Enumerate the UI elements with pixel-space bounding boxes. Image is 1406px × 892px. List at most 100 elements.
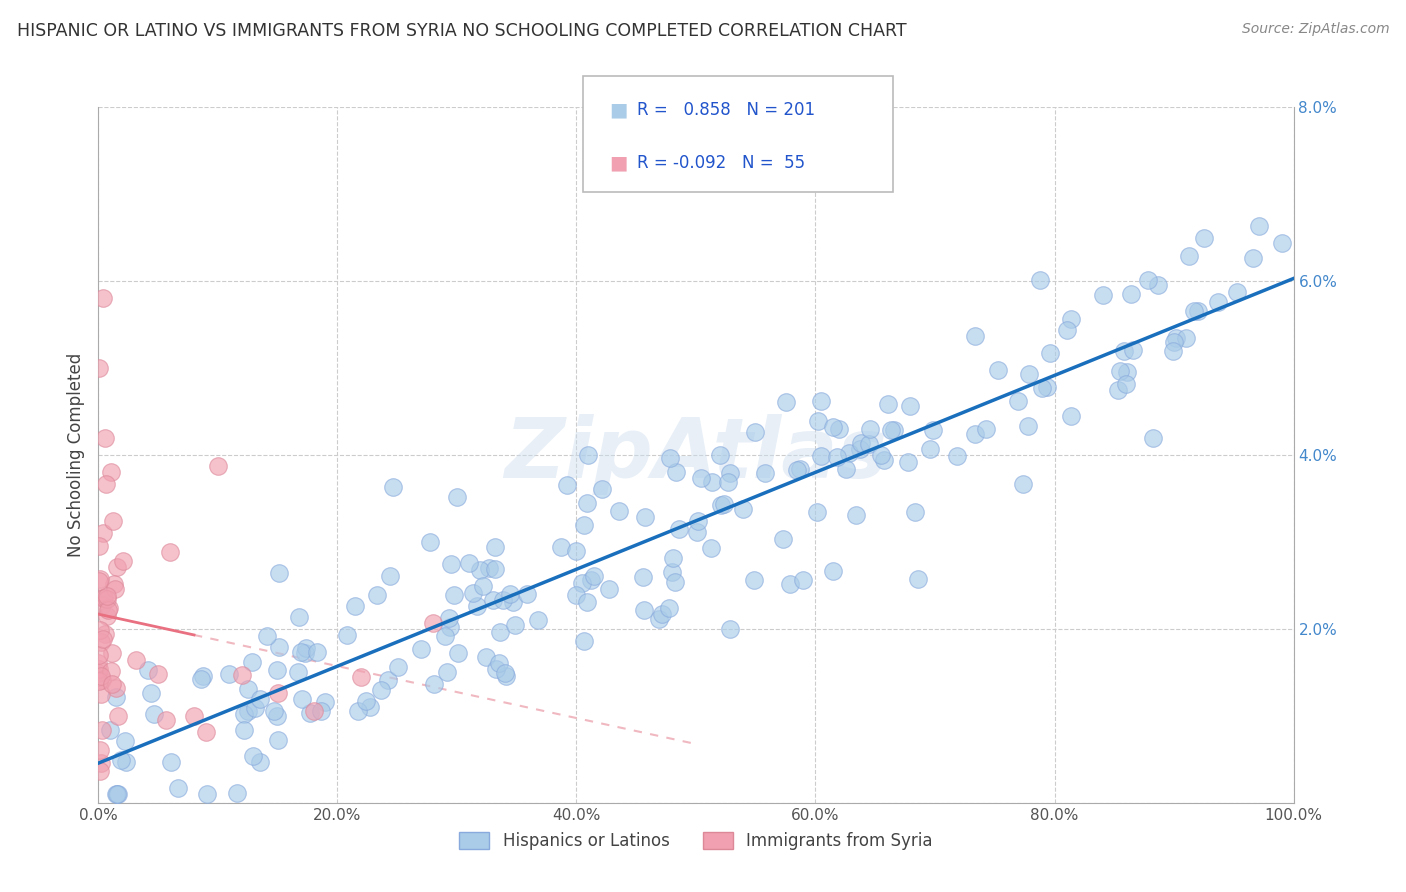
Point xyxy=(505,617,527,632)
Y-axis label: No Schooling Completed: No Schooling Completed xyxy=(66,353,84,557)
Point xyxy=(823,420,845,434)
Point xyxy=(87,657,110,671)
Point xyxy=(90,673,112,687)
Point xyxy=(437,611,460,625)
Point xyxy=(574,633,596,648)
Point xyxy=(96,591,118,606)
Text: ■: ■ xyxy=(609,100,627,120)
Point xyxy=(423,676,446,690)
Point xyxy=(1059,311,1081,326)
Point xyxy=(1109,364,1132,378)
Point xyxy=(167,780,190,795)
Point xyxy=(148,667,170,681)
Point xyxy=(114,734,136,748)
Point xyxy=(1060,409,1083,424)
Point xyxy=(828,422,851,436)
Point xyxy=(1116,365,1139,379)
Point xyxy=(89,572,111,586)
Point xyxy=(1192,231,1215,245)
Point xyxy=(89,574,111,588)
Text: ZipAtlas: ZipAtlas xyxy=(505,415,887,495)
Point xyxy=(249,691,271,706)
Point xyxy=(139,686,162,700)
Point xyxy=(904,506,927,520)
Point xyxy=(1007,394,1029,409)
Point xyxy=(350,670,373,684)
Point xyxy=(87,648,110,663)
Point xyxy=(565,544,588,558)
Point xyxy=(495,669,517,683)
Point xyxy=(267,566,290,580)
Point xyxy=(686,525,709,540)
Point xyxy=(1163,334,1185,349)
Point xyxy=(104,681,127,696)
Point xyxy=(387,660,409,674)
Point xyxy=(290,645,312,659)
Point xyxy=(821,564,844,578)
Point xyxy=(665,465,688,479)
Point xyxy=(1121,343,1143,358)
Point xyxy=(96,609,118,624)
Point xyxy=(922,423,945,437)
Point xyxy=(825,450,848,464)
Point xyxy=(90,687,112,701)
Point xyxy=(143,707,166,722)
Point xyxy=(571,576,593,591)
Point xyxy=(87,673,110,688)
Point xyxy=(295,641,318,656)
Point xyxy=(744,425,766,440)
Point xyxy=(920,442,942,457)
Point xyxy=(1018,367,1040,381)
Point xyxy=(94,430,117,444)
Point xyxy=(191,668,214,682)
Point xyxy=(468,564,491,578)
Point xyxy=(443,588,465,602)
Point xyxy=(502,595,524,609)
Point xyxy=(354,693,377,707)
Point xyxy=(491,593,513,607)
Point xyxy=(100,677,122,691)
Point xyxy=(789,462,811,476)
Point xyxy=(370,682,392,697)
Point xyxy=(849,442,872,456)
Point xyxy=(291,692,314,706)
Point xyxy=(89,743,111,757)
Point xyxy=(633,603,655,617)
Point xyxy=(576,595,599,609)
Point xyxy=(474,650,496,665)
Point xyxy=(1136,273,1159,287)
Point xyxy=(898,399,921,413)
Point xyxy=(478,561,501,575)
Text: HISPANIC OR LATINO VS IMMIGRANTS FROM SYRIA NO SCHOOLING COMPLETED CORRELATION C: HISPANIC OR LATINO VS IMMIGRANTS FROM SY… xyxy=(17,22,907,40)
Point xyxy=(609,504,631,518)
Point xyxy=(1039,346,1062,360)
Point xyxy=(574,517,596,532)
Point xyxy=(1056,323,1078,337)
Point xyxy=(564,588,586,602)
Point xyxy=(1187,304,1209,318)
Point xyxy=(494,665,516,680)
Point xyxy=(1206,294,1229,309)
Point xyxy=(668,523,690,537)
Point xyxy=(1174,330,1197,344)
Point xyxy=(347,704,370,718)
Point xyxy=(974,422,997,436)
Point xyxy=(713,497,735,511)
Point xyxy=(965,426,987,441)
Point xyxy=(195,787,218,801)
Point xyxy=(880,423,903,437)
Point xyxy=(287,609,309,624)
Point xyxy=(634,510,657,524)
Point xyxy=(579,573,602,587)
Point xyxy=(484,540,506,554)
Point xyxy=(89,360,111,375)
Point xyxy=(218,666,240,681)
Point xyxy=(93,591,115,606)
Point xyxy=(207,458,229,473)
Point xyxy=(1091,288,1114,302)
Point xyxy=(378,569,401,583)
Text: R =   0.858   N = 201: R = 0.858 N = 201 xyxy=(637,101,815,119)
Point xyxy=(482,592,505,607)
Point xyxy=(91,632,114,647)
Point xyxy=(155,713,177,727)
